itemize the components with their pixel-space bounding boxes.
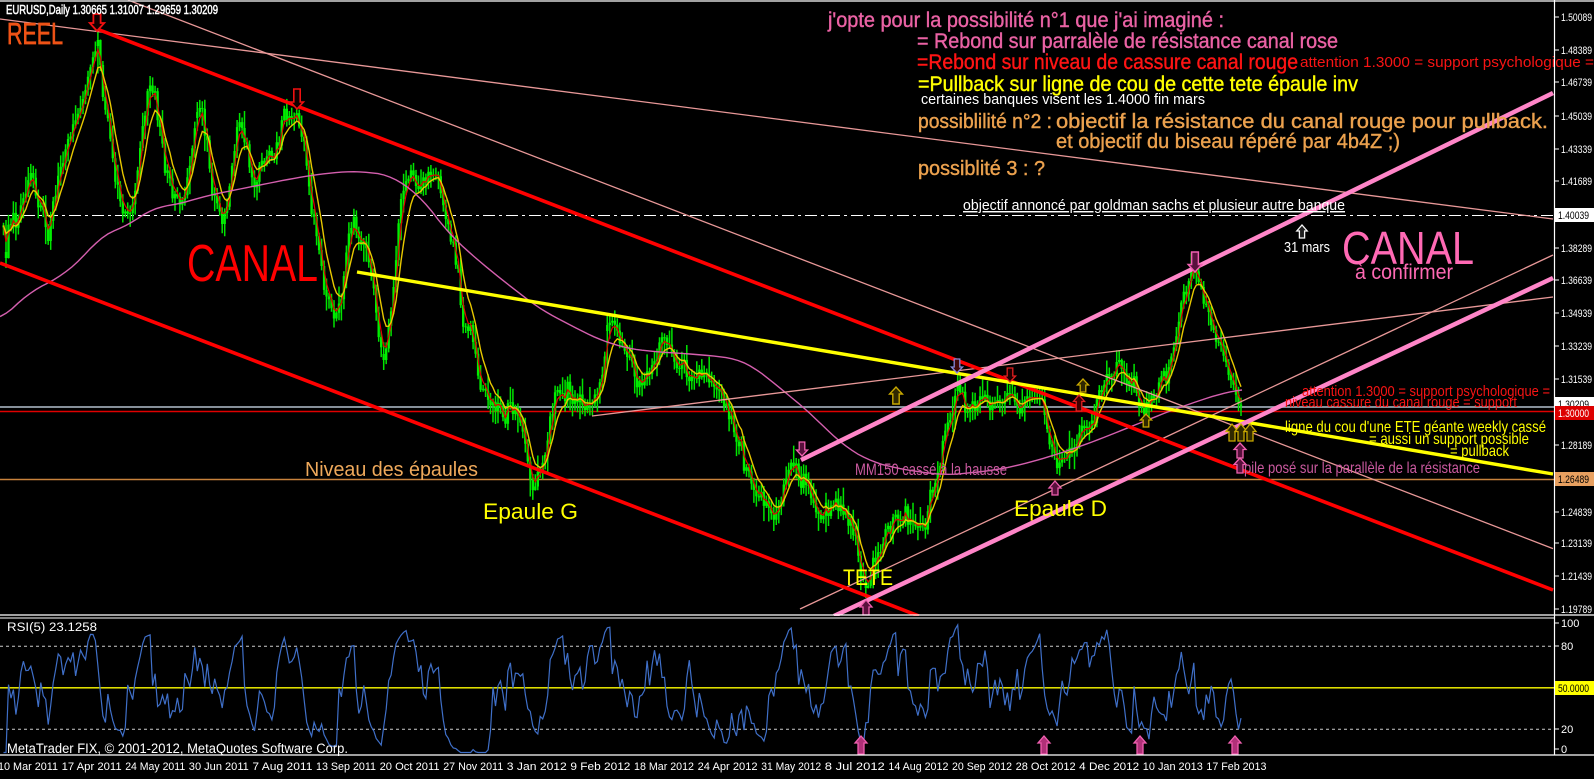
svg-text:1.34939: 1.34939 — [1561, 308, 1592, 320]
svg-text:1.46739: 1.46739 — [1561, 77, 1592, 89]
svg-text:100: 100 — [1561, 618, 1579, 630]
svg-text:17 Feb 2013: 17 Feb 2013 — [1206, 761, 1266, 773]
svg-text:1.43339: 1.43339 — [1561, 144, 1592, 156]
svg-text:à confirmer: à confirmer — [1355, 261, 1453, 284]
svg-text:= Rebond sur parralèle de rési: = Rebond sur parralèle de résistance can… — [917, 30, 1338, 53]
svg-text:certaines banques visent les 1: certaines banques visent les 1.4000 fin … — [921, 92, 1205, 108]
svg-text:30 Jun 2011: 30 Jun 2011 — [189, 761, 249, 773]
svg-text:attention 1.3000 = support psy: attention 1.3000 = support psychologique… — [1302, 383, 1550, 400]
svg-text:1.40039: 1.40039 — [1558, 210, 1589, 222]
svg-text:= aussi un support possible: = aussi un support possible — [1369, 431, 1529, 448]
svg-text:1.45039: 1.45039 — [1561, 111, 1592, 123]
svg-text:=Pullback sur ligne de cou de: =Pullback sur ligne de cou de cette tete… — [918, 73, 1358, 96]
svg-text:EURUSD,Daily 1.30665 1.31007: EURUSD,Daily 1.30665 1.31007 1.29659 1.3… — [6, 3, 218, 17]
svg-text:13 Sep 2011: 13 Sep 2011 — [316, 761, 376, 773]
svg-text:1.19789: 1.19789 — [1561, 604, 1592, 616]
svg-text:possiblilité n°2 :: possiblilité n°2 : — [918, 111, 1052, 133]
svg-text:attention 1.3000 = support psy: attention 1.3000 = support psychologique… — [1300, 55, 1594, 71]
svg-text:et objectif du biseau répéré p: et objectif du biseau répéré par 4b4Z ;) — [1056, 131, 1400, 153]
svg-text:27 Nov 2011: 27 Nov 2011 — [443, 761, 503, 773]
svg-text:RSI(5) 23.1258: RSI(5) 23.1258 — [7, 622, 97, 634]
svg-text:24 Apr 2012: 24 Apr 2012 — [698, 761, 758, 773]
svg-text:8 Jul 2012: 8 Jul 2012 — [825, 761, 885, 773]
svg-text:7 Aug 2011: 7 Aug 2011 — [252, 761, 312, 773]
svg-text:50.0000: 50.0000 — [1558, 683, 1589, 695]
svg-text:1.33239: 1.33239 — [1561, 341, 1592, 353]
svg-text:31 mars: 31 mars — [1284, 239, 1330, 256]
svg-text:MetaTrader FIX, © 2001-2012, M: MetaTrader FIX, © 2001-2012, MetaQuotes … — [7, 741, 348, 756]
svg-text:14 Aug 2012: 14 Aug 2012 — [888, 761, 948, 773]
svg-text:1.41689: 1.41689 — [1561, 176, 1592, 188]
svg-text:80: 80 — [1561, 641, 1573, 653]
svg-text:10 Jan 2013: 10 Jan 2013 — [1143, 761, 1203, 773]
svg-text:28 Oct 2012: 28 Oct 2012 — [1016, 761, 1076, 773]
svg-text:REEL: REEL — [7, 16, 63, 51]
svg-text:1.28189: 1.28189 — [1561, 440, 1592, 452]
svg-text:18 Mar 2012: 18 Mar 2012 — [634, 761, 694, 773]
svg-text:objectif la résistance du cana: objectif la résistance du canal rouge po… — [1056, 111, 1548, 133]
svg-text:ligne du cou d'une ETE géante: ligne du cou d'une ETE géante weekly cas… — [1285, 419, 1546, 436]
svg-text:objectif annoncé par goldman s: objectif annoncé par goldman sachs et pl… — [963, 198, 1345, 214]
svg-text:1.50089: 1.50089 — [1561, 12, 1592, 24]
svg-text:possiblité 3 : ?: possiblité 3 : ? — [918, 158, 1045, 180]
svg-text:TETE: TETE — [843, 565, 893, 590]
svg-text:1.48389: 1.48389 — [1561, 45, 1592, 57]
svg-text:1.31539: 1.31539 — [1561, 374, 1592, 386]
svg-text:1.38289: 1.38289 — [1561, 243, 1592, 255]
svg-text:MM150 cassé à la hausse: MM150 cassé à la hausse — [855, 460, 1007, 479]
svg-text:Epaule G: Epaule G — [483, 499, 578, 524]
svg-text:10 Mar 2011: 10 Mar 2011 — [0, 761, 58, 773]
svg-text:1.24839: 1.24839 — [1561, 507, 1592, 519]
svg-text:1.23139: 1.23139 — [1561, 538, 1592, 550]
svg-text:1.26489: 1.26489 — [1558, 474, 1589, 486]
svg-text:0: 0 — [1561, 744, 1567, 756]
svg-text:20 Sep 2012: 20 Sep 2012 — [952, 761, 1012, 773]
svg-text:20 Oct 2011: 20 Oct 2011 — [380, 761, 440, 773]
svg-text:1.36639: 1.36639 — [1561, 275, 1592, 287]
svg-text:Niveau des épaules: Niveau des épaules — [305, 459, 478, 481]
svg-text:niveau cassure du canal rouge: niveau cassure du canal rouge = support — [1285, 394, 1518, 411]
svg-text:= pullback: = pullback — [1450, 443, 1510, 460]
svg-text:Epaule D: Epaule D — [1014, 496, 1107, 521]
svg-text:CANAL: CANAL — [1342, 222, 1474, 274]
svg-text:1.21439: 1.21439 — [1561, 571, 1592, 583]
svg-text:3 Jan 2012: 3 Jan 2012 — [507, 761, 567, 773]
svg-text:CANAL: CANAL — [187, 235, 318, 293]
svg-text:17 Apr 2011: 17 Apr 2011 — [62, 761, 122, 773]
svg-text:9 Feb 2012: 9 Feb 2012 — [570, 761, 630, 773]
svg-text:j'opte pour la possibilité n°1: j'opte pour la possibilité n°1 que j'ai … — [827, 9, 1224, 32]
svg-text:pile posé sur la parallèle de: pile posé sur la parallèle de la résista… — [1244, 460, 1480, 477]
svg-text:=Rebond sur niveau de cassure: =Rebond sur niveau de cassure canal roug… — [917, 51, 1298, 74]
svg-text:24 May 2011: 24 May 2011 — [125, 761, 185, 773]
svg-text:1.30000: 1.30000 — [1558, 408, 1589, 420]
svg-text:4 Dec 2012: 4 Dec 2012 — [1079, 761, 1139, 773]
svg-text:31 May 2012: 31 May 2012 — [761, 761, 821, 773]
svg-text:20: 20 — [1561, 724, 1573, 736]
